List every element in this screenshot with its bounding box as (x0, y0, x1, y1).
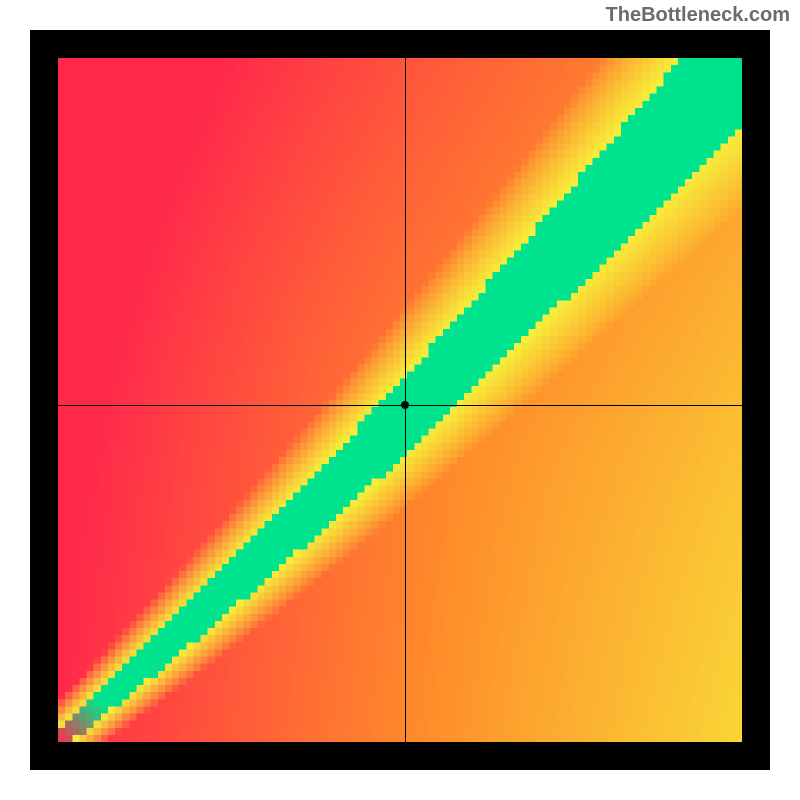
chart-container: TheBottleneck.com (0, 0, 800, 800)
crosshair-horizontal (58, 405, 742, 406)
heatmap-canvas (58, 58, 742, 742)
watermark-text: TheBottleneck.com (606, 4, 790, 27)
crosshair-vertical (405, 58, 406, 742)
